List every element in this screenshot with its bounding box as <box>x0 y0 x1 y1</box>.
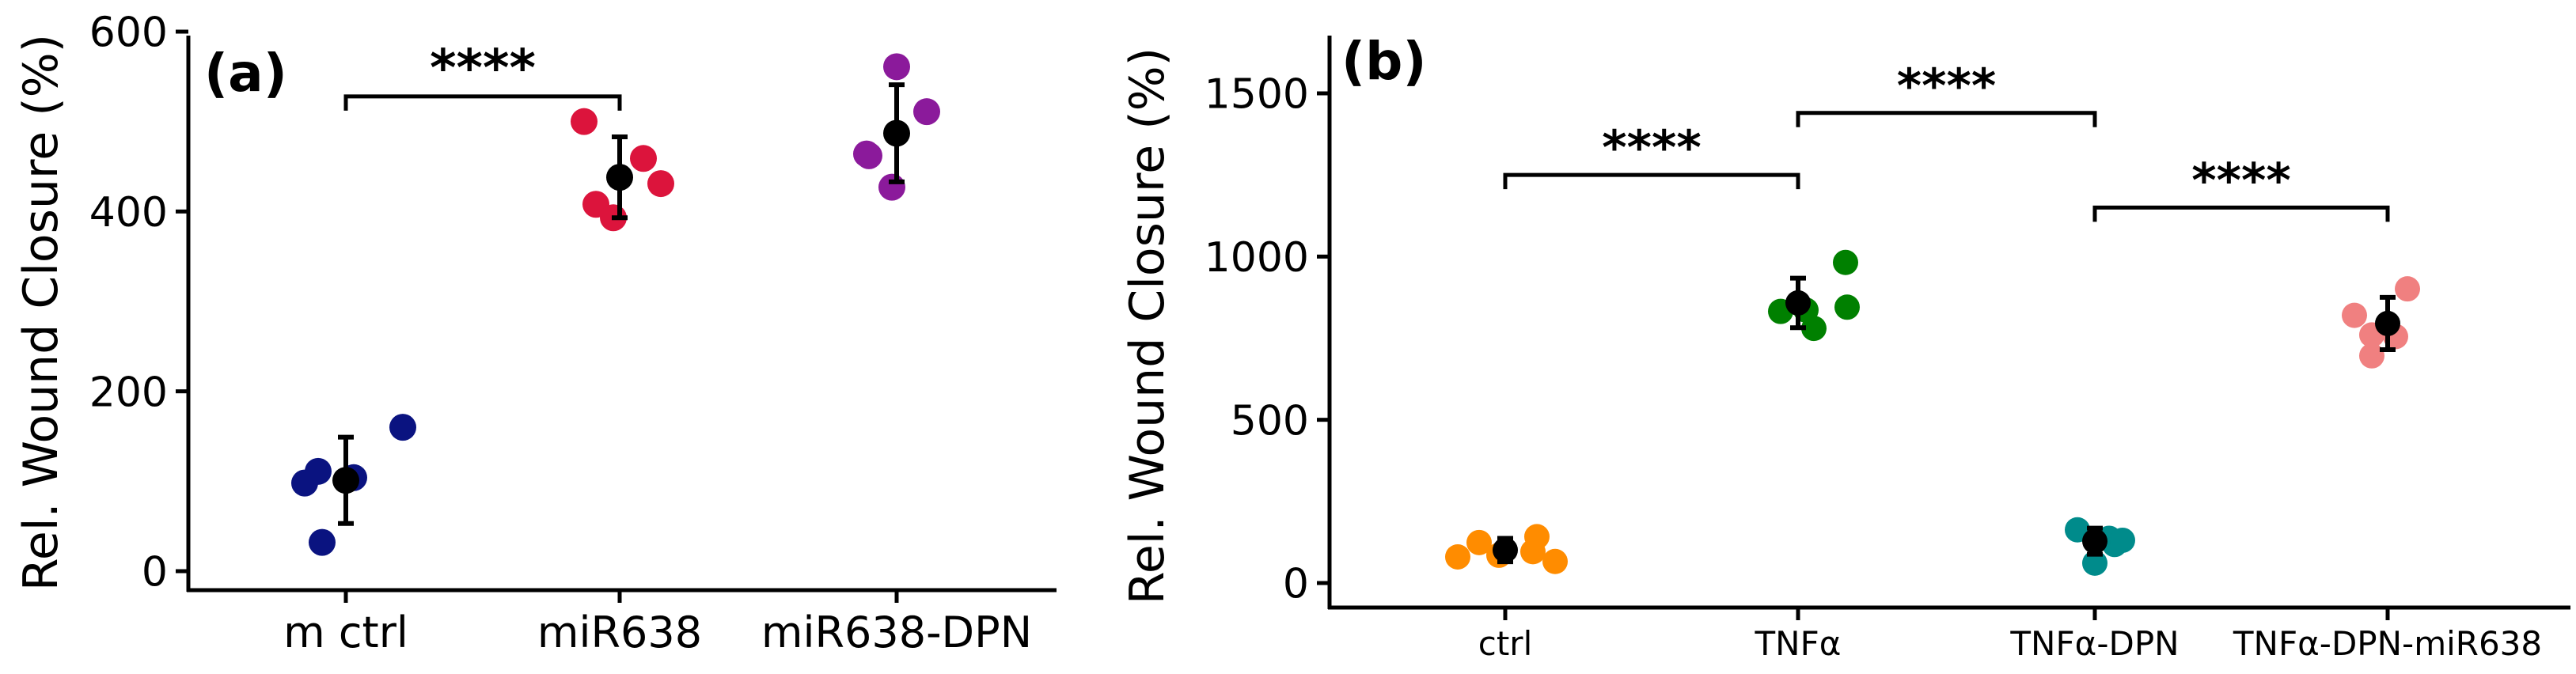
panel-b: (b) Rel. Wound Closure (%) 050010001500 … <box>1120 31 2570 663</box>
significance-label: **** <box>2191 153 2291 208</box>
panel-a-x-tick-label: m ctrl <box>283 608 408 657</box>
significance-bracket <box>343 94 622 111</box>
mean-point <box>2082 528 2107 555</box>
data-point <box>630 145 657 172</box>
data-point <box>647 170 674 198</box>
significance-label: **** <box>1897 59 1997 114</box>
data-point <box>2342 302 2367 328</box>
panel-b-x-tick-label: TNFα <box>1755 624 1842 663</box>
panel-b-y-tick-label: 500 <box>1231 397 1309 445</box>
data-point <box>1834 294 1860 320</box>
mean-point <box>332 467 359 494</box>
panel-a-x-tick-label: miR638-DPN <box>761 608 1032 657</box>
significance-bracket <box>2092 205 2390 222</box>
significance-label: **** <box>430 40 536 98</box>
panel-b-y-tick-label: 0 <box>1283 561 1309 608</box>
panel-b-x-tick-label: ctrl <box>1478 624 1533 663</box>
significance-label: **** <box>1602 120 1702 176</box>
panel-a-x-tick-label: miR638 <box>537 608 702 657</box>
data-point <box>2395 276 2420 302</box>
panel-b-x-tick-label: TNFα-DPN-miR638 <box>2233 624 2542 663</box>
panel-b-y-tick-label: 1000 <box>1205 234 1309 282</box>
mean-point <box>883 119 910 147</box>
data-point <box>1801 316 1827 342</box>
data-point <box>571 108 598 135</box>
data-point <box>309 528 336 556</box>
panel-a-y-tick-label: 0 <box>142 549 168 596</box>
data-point <box>1833 249 1858 275</box>
panel-a-label: (a) <box>204 43 287 104</box>
panel-b-x-tick-label: TNFα-DPN <box>2009 624 2179 663</box>
panel-a-y-tick-label: 400 <box>89 189 168 237</box>
significance-bracket <box>1503 172 1800 190</box>
mean-point <box>1785 290 1811 316</box>
panel-a-y-tick-label: 600 <box>89 9 168 57</box>
panel-a-y-tick-label: 200 <box>89 369 168 416</box>
mean-point <box>2375 310 2400 336</box>
mean-point <box>606 164 633 191</box>
panel-b-y-tick-label: 1500 <box>1205 71 1309 119</box>
panel-b-label: (b) <box>1341 31 1427 92</box>
significance-bracket <box>1796 111 2097 127</box>
data-point <box>1520 539 1546 565</box>
data-point <box>1445 543 1470 570</box>
data-point <box>305 457 332 485</box>
data-point <box>878 173 905 201</box>
data-point <box>913 98 940 126</box>
panel-a-y-axis-label: Rel. Wound Closure (%) <box>13 34 69 591</box>
data-point <box>389 414 416 441</box>
data-point <box>2082 550 2107 576</box>
data-point <box>856 142 882 169</box>
data-point <box>2110 527 2135 553</box>
data-point <box>1542 548 1568 574</box>
panel-b-y-axis-label: Rel. Wound Closure (%) <box>1120 47 1175 604</box>
data-point <box>883 53 910 81</box>
data-point <box>1466 529 1492 555</box>
panel-a: (a) Rel. Wound Closure (%) 0 200 400 600 m … <box>13 9 1057 657</box>
data-point <box>2359 343 2384 369</box>
mean-point <box>1493 537 1518 563</box>
